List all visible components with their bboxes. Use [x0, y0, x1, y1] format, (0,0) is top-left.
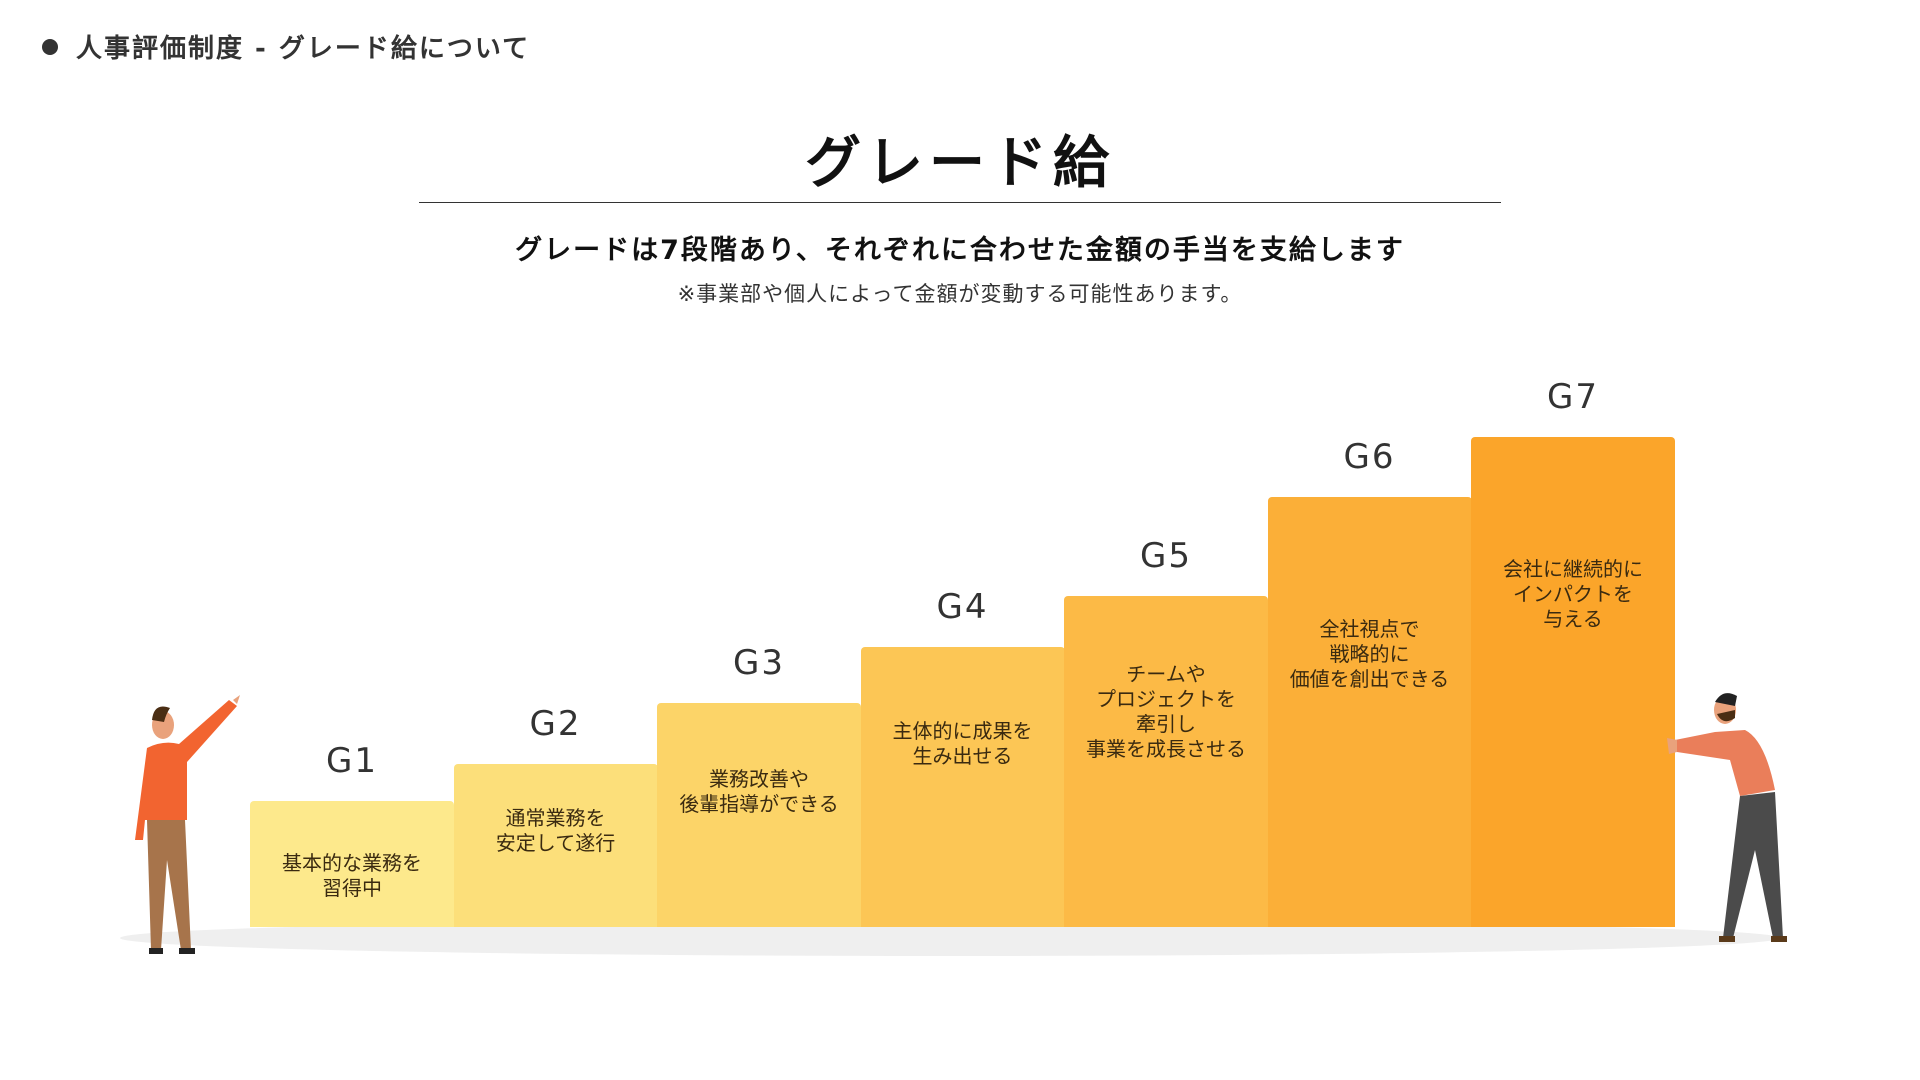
grade-step-g3: 業務改善や 後輩指導ができる	[657, 703, 861, 927]
grade-label: G7	[1547, 377, 1599, 417]
grade-step-g5: チームや プロジェクトを 牽引し 事業を成長させる	[1064, 596, 1268, 927]
grade-description: 全社視点で 戦略的に 価値を創出できる	[1289, 617, 1450, 691]
person-pointing-illustration	[135, 695, 240, 954]
grade-description: 業務改善や 後輩指導ができる	[679, 767, 839, 816]
grade-label: G1	[326, 741, 378, 781]
subtitle: グレードは7段階あり、それぞれに合わせた金額の手当を支給します	[515, 235, 1405, 266]
grade-step-g2: 通常業務を 安定して遂行	[453, 764, 658, 927]
grade-step-g7: 会社に継続的に インパクトを 与える	[1471, 437, 1675, 927]
breadcrumb: 人事評価制度 - グレード給について	[42, 28, 530, 65]
grade-label: G6	[1343, 437, 1396, 477]
grade-step-g1: 基本的な業務を 習得中	[250, 801, 454, 927]
breadcrumb-text: 人事評価制度 - グレード給について	[76, 34, 531, 64]
bullet-icon	[42, 38, 58, 55]
grade-label: G2	[529, 704, 582, 744]
grade-description: 主体的に成果を 生み出せる	[892, 719, 1033, 768]
title-divider	[419, 202, 1501, 203]
grade-description: 通常業務を 安定して遂行	[495, 806, 616, 855]
grade-description: 会社に継続的に インパクトを 与える	[1503, 557, 1643, 631]
grade-step-g6: 全社視点で 戦略的に 価値を創出できる	[1267, 497, 1472, 927]
note: ※事業部や個人によって金額が変動する可能性あります。	[677, 282, 1243, 306]
grade-description: チームや プロジェクトを 牽引し 事業を成長させる	[1086, 662, 1246, 761]
grade-label: G3	[733, 643, 785, 683]
person-pushing-illustration	[1667, 693, 1787, 942]
grade-description: 基本的な業務を 習得中	[282, 851, 422, 900]
page-title: グレード給	[805, 131, 1115, 196]
grade-label: G5	[1140, 536, 1192, 576]
grade-step-g4: 主体的に成果を 生み出せる	[860, 647, 1065, 927]
grade-label: G4	[936, 587, 989, 627]
